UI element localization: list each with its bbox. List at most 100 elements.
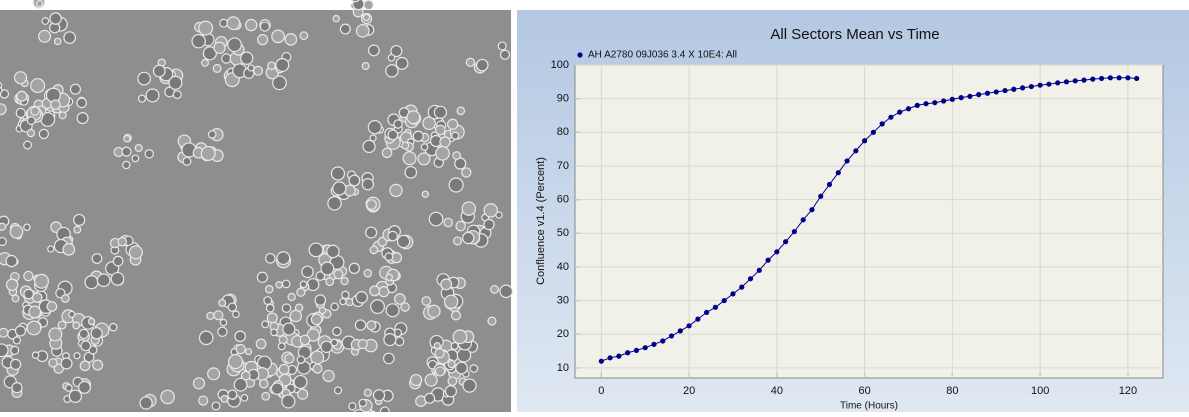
cell bbox=[299, 280, 308, 289]
cell bbox=[387, 129, 399, 141]
cell bbox=[261, 391, 271, 401]
cell bbox=[322, 369, 335, 383]
cell bbox=[30, 106, 40, 116]
cell bbox=[76, 97, 87, 109]
cell bbox=[207, 367, 221, 381]
legend-label: AH A2780 09J036 3.4 X 10E4: All bbox=[588, 50, 737, 61]
cell bbox=[53, 363, 64, 374]
cell bbox=[487, 316, 497, 326]
cell bbox=[367, 44, 380, 57]
cell bbox=[121, 146, 132, 157]
y-tick-label: 20 bbox=[557, 328, 569, 340]
cell bbox=[440, 278, 453, 291]
data-point bbox=[888, 114, 894, 120]
cell bbox=[378, 286, 390, 298]
cell bbox=[483, 203, 499, 218]
cell bbox=[87, 317, 96, 326]
cell bbox=[499, 284, 513, 299]
data-point bbox=[1019, 85, 1026, 91]
cell bbox=[450, 310, 462, 321]
cell bbox=[91, 253, 103, 264]
cell bbox=[134, 143, 143, 153]
cell bbox=[57, 320, 67, 330]
cell bbox=[318, 306, 327, 315]
cell bbox=[32, 292, 43, 303]
cell bbox=[341, 290, 350, 300]
cell bbox=[281, 394, 296, 409]
cell bbox=[394, 336, 405, 347]
cell bbox=[31, 351, 40, 359]
data-point bbox=[783, 239, 789, 245]
data-point bbox=[721, 297, 727, 304]
cell bbox=[332, 326, 342, 337]
cell bbox=[277, 342, 286, 351]
cell bbox=[34, 273, 50, 289]
data-point bbox=[1116, 75, 1122, 81]
cell bbox=[439, 136, 451, 148]
cell bbox=[282, 322, 296, 336]
data-point bbox=[607, 355, 613, 361]
data-point bbox=[660, 338, 666, 344]
y-tick-label: 100 bbox=[551, 59, 569, 71]
cell bbox=[60, 357, 73, 370]
cell bbox=[320, 340, 333, 354]
cell bbox=[219, 318, 228, 327]
cell bbox=[201, 58, 209, 67]
cell bbox=[217, 326, 228, 337]
cell bbox=[182, 156, 192, 166]
data-point bbox=[1081, 77, 1087, 83]
cell bbox=[383, 333, 397, 347]
cell bbox=[308, 242, 324, 258]
data-point bbox=[651, 341, 657, 347]
cell bbox=[476, 58, 489, 72]
data-point bbox=[791, 228, 798, 235]
data-point bbox=[967, 93, 973, 99]
cell bbox=[354, 319, 367, 331]
data-point bbox=[818, 193, 824, 199]
cell bbox=[112, 255, 124, 267]
cell bbox=[369, 245, 379, 255]
cell bbox=[348, 174, 361, 187]
cell bbox=[417, 152, 431, 166]
cell bbox=[23, 140, 33, 150]
cell bbox=[499, 49, 511, 60]
data-point bbox=[897, 109, 903, 115]
cell bbox=[326, 244, 340, 259]
cell bbox=[12, 336, 22, 345]
data-point bbox=[1055, 80, 1061, 86]
cell bbox=[257, 34, 269, 46]
data-point bbox=[677, 328, 683, 334]
data-point bbox=[853, 148, 859, 154]
cell bbox=[396, 234, 411, 249]
cell bbox=[320, 261, 335, 276]
cell bbox=[363, 268, 373, 278]
data-point bbox=[905, 106, 912, 112]
cell bbox=[212, 63, 222, 73]
cell bbox=[330, 166, 346, 181]
cell bbox=[191, 33, 206, 49]
cell bbox=[213, 41, 226, 55]
cell bbox=[456, 347, 472, 363]
cell bbox=[275, 57, 290, 72]
cell bbox=[462, 231, 475, 245]
cell bbox=[315, 271, 326, 281]
cell bbox=[26, 128, 36, 138]
cell bbox=[366, 320, 377, 331]
cell bbox=[404, 165, 418, 179]
cell bbox=[139, 396, 153, 410]
cell bbox=[13, 71, 28, 85]
cell bbox=[400, 302, 410, 312]
cell bbox=[62, 242, 76, 256]
cell bbox=[270, 328, 278, 337]
cell bbox=[450, 341, 459, 351]
cell bbox=[299, 31, 309, 41]
cell bbox=[267, 61, 276, 71]
cell bbox=[76, 112, 89, 125]
data-point bbox=[949, 96, 955, 102]
cell bbox=[23, 288, 34, 300]
cell bbox=[0, 236, 7, 247]
cell bbox=[443, 217, 454, 228]
cell bbox=[79, 360, 91, 372]
cell bbox=[207, 130, 217, 139]
